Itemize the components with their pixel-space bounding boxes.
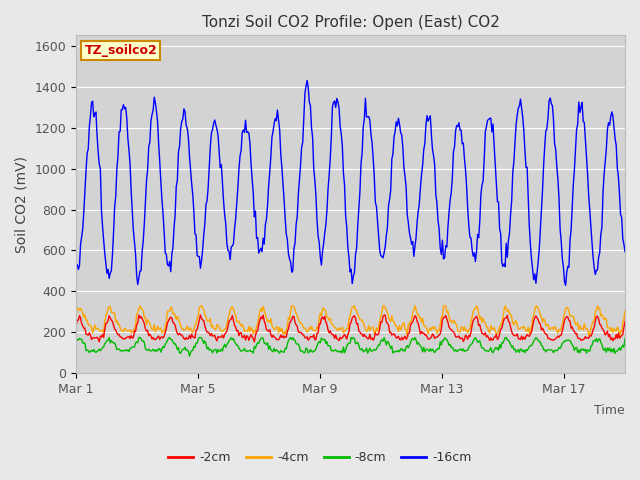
-2cm — [250, 339, 258, 345]
Line: -8cm: -8cm — [76, 337, 625, 356]
Legend: -2cm, -4cm, -8cm, -16cm: -2cm, -4cm, -8cm, -16cm — [163, 446, 477, 469]
-16cm — [562, 282, 570, 288]
-4cm — [609, 330, 617, 336]
Line: -4cm: -4cm — [76, 306, 625, 337]
-16cm — [621, 249, 629, 255]
Title: Tonzi Soil CO2 Profile: Open (East) CO2: Tonzi Soil CO2 Profile: Open (East) CO2 — [202, 15, 499, 30]
-2cm — [335, 338, 343, 344]
-16cm — [400, 165, 408, 170]
-4cm — [136, 303, 144, 309]
-16cm — [371, 173, 378, 179]
Line: -2cm: -2cm — [76, 315, 625, 342]
-4cm — [371, 330, 378, 336]
-8cm — [186, 353, 193, 359]
-2cm — [524, 333, 532, 339]
-16cm — [334, 99, 342, 105]
-2cm — [371, 330, 379, 336]
-2cm — [610, 336, 618, 341]
-8cm — [106, 335, 113, 340]
-2cm — [401, 334, 409, 339]
-16cm — [303, 78, 311, 84]
Line: -16cm: -16cm — [76, 81, 625, 285]
-16cm — [72, 261, 80, 267]
-8cm — [371, 348, 379, 353]
-4cm — [334, 327, 342, 333]
Y-axis label: Soil CO2 (mV): Soil CO2 (mV) — [15, 156, 29, 253]
-2cm — [339, 335, 346, 341]
-16cm — [524, 164, 531, 170]
-4cm — [524, 328, 531, 334]
-2cm — [72, 322, 80, 328]
-4cm — [621, 308, 629, 314]
-8cm — [610, 346, 618, 351]
-2cm — [135, 312, 143, 318]
-4cm — [400, 320, 408, 325]
-8cm — [72, 339, 80, 345]
-16cm — [610, 124, 618, 130]
-8cm — [339, 350, 346, 356]
-16cm — [337, 131, 345, 136]
-8cm — [401, 348, 409, 354]
Text: TZ_soilco2: TZ_soilco2 — [84, 44, 157, 57]
-4cm — [337, 325, 345, 331]
-2cm — [621, 319, 629, 324]
Text: Time: Time — [595, 404, 625, 417]
-8cm — [621, 336, 629, 341]
-8cm — [335, 348, 343, 354]
-4cm — [72, 313, 80, 319]
-4cm — [616, 334, 623, 340]
-8cm — [524, 346, 532, 352]
